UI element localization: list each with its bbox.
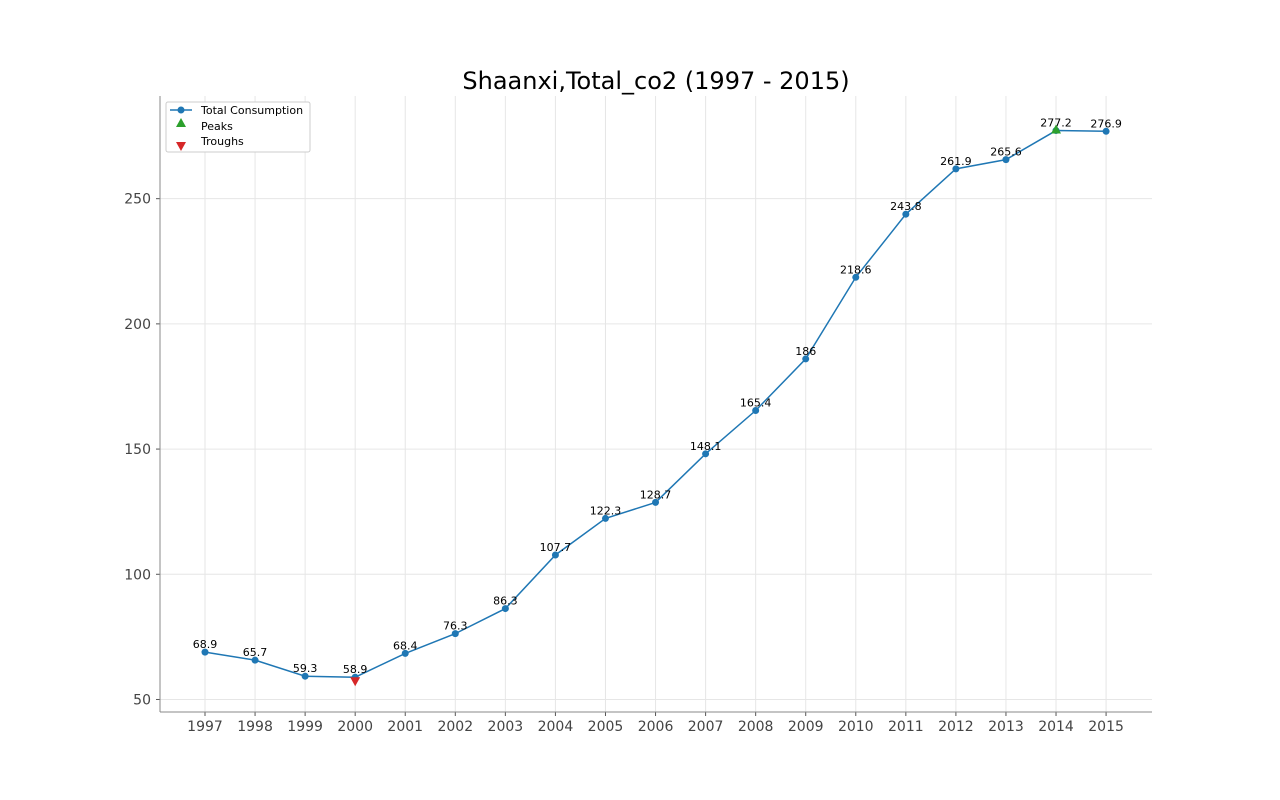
data-point — [702, 450, 710, 458]
data-point — [451, 630, 459, 638]
data-label: 122.3 — [590, 504, 622, 517]
x-tick-label: 2012 — [938, 719, 974, 735]
gridlines — [160, 96, 1152, 712]
data-point — [301, 672, 309, 680]
x-tick-label: 2006 — [638, 719, 674, 735]
data-point — [251, 656, 259, 664]
data-label: 261.9 — [940, 155, 972, 168]
x-tick-label: 2010 — [838, 719, 874, 735]
data-label: 107.7 — [540, 541, 572, 554]
legend: Total Consumption Peaks Troughs — [165, 101, 311, 153]
data-point — [652, 498, 660, 506]
data-label: 265.6 — [990, 146, 1022, 159]
x-tick-label: 1997 — [187, 719, 223, 735]
data-point — [401, 649, 409, 657]
data-label: 68.4 — [393, 639, 418, 652]
data-point — [601, 514, 609, 522]
legend-point-swatch — [177, 106, 185, 114]
axes — [156, 96, 1152, 716]
x-tick-label: 2008 — [738, 719, 774, 735]
data-label: 65.7 — [243, 646, 268, 659]
x-tick-label: 2000 — [337, 719, 373, 735]
data-label: 276.9 — [1090, 117, 1122, 130]
x-tick-label: 2011 — [888, 719, 924, 735]
x-tick-label: 2015 — [1088, 719, 1124, 735]
legend-label-troughs: Troughs — [200, 135, 244, 148]
y-tick-label: 250 — [124, 192, 151, 208]
legend-label-peaks: Peaks — [201, 120, 233, 133]
data-label: 68.9 — [193, 638, 218, 651]
data-label: 218.6 — [840, 263, 872, 276]
data-label: 165.4 — [740, 397, 772, 410]
data-label: 128.7 — [640, 488, 672, 501]
y-tick-label: 200 — [124, 317, 151, 333]
trough-marker — [350, 677, 361, 687]
data-point — [852, 273, 860, 281]
legend-trough-swatch — [176, 142, 186, 151]
data-point — [1102, 127, 1110, 135]
data-point — [201, 648, 209, 656]
x-tick-label: 2009 — [788, 719, 824, 735]
data-point — [551, 551, 559, 559]
peak-marker — [1051, 124, 1062, 134]
x-tick-label: 2003 — [488, 719, 524, 735]
data-label: 58.9 — [343, 663, 368, 676]
data-label: 148.1 — [690, 440, 722, 453]
x-tick-label: 2004 — [538, 719, 574, 735]
data-point — [752, 407, 760, 415]
data-label: 277.2 — [1040, 117, 1072, 130]
legend-peak-swatch — [176, 118, 186, 127]
y-tick-label: 100 — [124, 567, 151, 583]
x-tick-label: 2005 — [588, 719, 624, 735]
legend-label-series: Total Consumption — [200, 104, 303, 117]
x-tick-label: 2013 — [988, 719, 1024, 735]
data-point — [802, 355, 810, 363]
legend-box — [165, 101, 311, 153]
y-tick-label: 150 — [124, 442, 151, 458]
x-tick-label: 1999 — [287, 719, 323, 735]
x-tick-label: 2007 — [688, 719, 724, 735]
data-label: 186 — [795, 345, 816, 358]
chart-title: Shaanxi,Total_co2 (1997 - 2015) — [462, 67, 849, 95]
data-point — [902, 210, 910, 218]
x-tick-label: 2001 — [387, 719, 423, 735]
peak-trough-markers — [350, 124, 1062, 687]
data-label: 86.3 — [493, 595, 518, 608]
x-tick-label: 1998 — [237, 719, 273, 735]
data-label: 243.8 — [890, 200, 922, 213]
y-tick-label: 50 — [133, 692, 151, 708]
data-point — [1002, 156, 1010, 164]
data-point — [952, 165, 960, 173]
x-tick-label: 2002 — [437, 719, 473, 735]
tick-labels: 1997 1998 1999 2000 2001 2002 2003 2004 2005 2006… — [124, 192, 1124, 735]
data-labels: 68.9 65.7 59.3 58.9 68.4 76.3 86.3 107.7 122.3 12… — [193, 117, 1122, 677]
data-label: 59.3 — [293, 662, 318, 675]
data-point — [501, 605, 509, 613]
data-label: 76.3 — [443, 620, 468, 633]
x-tick-label: 2014 — [1038, 719, 1074, 735]
